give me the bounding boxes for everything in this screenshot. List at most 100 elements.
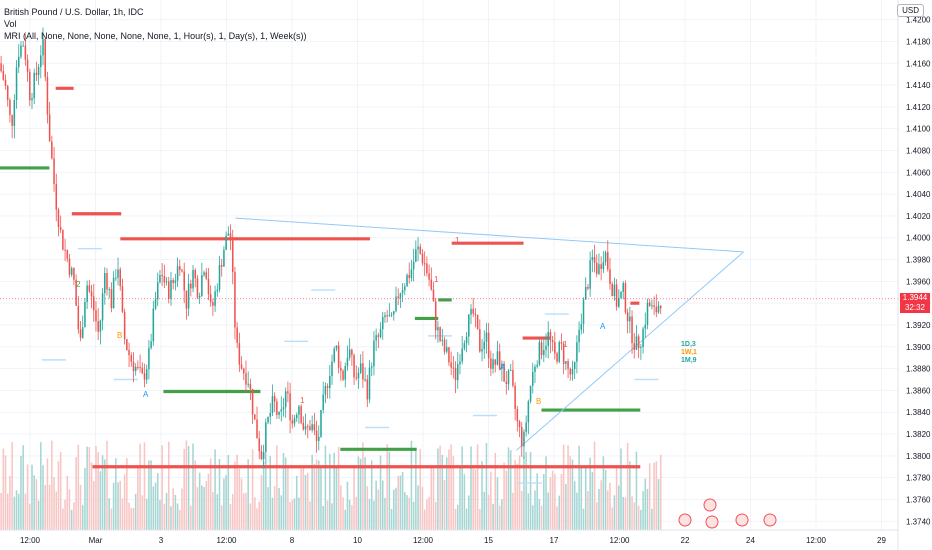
volume-bar: [580, 465, 583, 530]
candle-body: [81, 327, 84, 338]
volume-bar: [421, 486, 424, 530]
candle-body: [57, 209, 60, 228]
candle-body: [212, 302, 214, 306]
time-tick-label: 17: [550, 536, 559, 545]
volume-bar: [362, 442, 364, 530]
volume-bar: [251, 449, 254, 530]
volume-bar: [620, 448, 622, 530]
candle-body: [415, 249, 417, 262]
volume-bar: [62, 508, 64, 530]
indicator-label[interactable]: MRI (All, None, None, None, None, None, …: [4, 31, 307, 41]
candle-body: [450, 362, 452, 368]
candle-body: [399, 293, 402, 298]
pattern-label: 1: [434, 275, 439, 284]
time-axis[interactable]: 12:00 Mar 3 12:00 8 10 12:00 15 17 12:00 22 24 12:00…: [20, 536, 887, 545]
candle-body: [560, 342, 563, 344]
candle-body: [459, 361, 461, 365]
price-tick-label: 1.3860: [906, 386, 931, 395]
candle-body: [77, 305, 80, 330]
candlesticks: [0, 27, 662, 469]
candle-body: [543, 349, 545, 356]
volume-bar: [84, 467, 86, 530]
currency-button[interactable]: USD: [897, 4, 924, 17]
volume-bar: [516, 463, 519, 530]
price-tick-label: 1.3760: [906, 495, 931, 504]
candle-body: [613, 284, 616, 296]
symbol-title[interactable]: British Pound / U.S. Dollar, 1h, IDC: [4, 7, 144, 17]
volume-bar: [59, 451, 62, 530]
candle-body: [576, 342, 578, 362]
volume-bar: [529, 452, 532, 530]
volume-bar: [450, 444, 452, 530]
volume-label[interactable]: Vol: [4, 19, 17, 29]
volume-bar: [439, 445, 441, 530]
candle-body: [238, 343, 241, 365]
candle-body: [342, 370, 344, 380]
support-resistance-levels: [0, 86, 659, 484]
candle-body: [209, 294, 212, 303]
candle-body: [531, 371, 534, 386]
candle-body: [183, 271, 185, 291]
time-tick-label: 29: [877, 536, 886, 545]
time-tick-label: 24: [746, 536, 755, 545]
candle-body: [48, 114, 51, 142]
volume-bar: [615, 465, 618, 530]
triangle-trendlines[interactable]: [235, 217, 744, 451]
candle-body: [655, 306, 658, 313]
price-axis[interactable]: 1.4200 1.4180 1.4160 1.4140 1.4120 1.4100 1.40…: [906, 16, 931, 527]
volume-bar: [426, 499, 428, 530]
candle-body: [84, 301, 86, 328]
volume-bar: [351, 505, 353, 530]
pattern-label: 1: [563, 340, 568, 349]
candle-body: [434, 301, 437, 331]
candle-body: [269, 412, 272, 417]
candle-body: [476, 314, 479, 330]
volume-bar: [276, 445, 278, 530]
candle-body: [6, 85, 9, 101]
volume-bar: [229, 504, 232, 530]
candle-body: [262, 451, 265, 460]
candle-body: [600, 264, 602, 269]
volume-bar: [320, 465, 322, 530]
volume-bar: [430, 466, 433, 530]
bar-countdown: 32:32: [904, 302, 926, 312]
volume-bar: [234, 461, 236, 530]
candle-body: [287, 391, 289, 394]
time-tick-label: 12:00: [20, 536, 41, 545]
volume-bar: [587, 491, 589, 530]
volume-bar: [198, 472, 201, 530]
volume-bar: [496, 477, 499, 530]
volume-bar: [216, 494, 219, 530]
volume-bar: [254, 497, 256, 530]
event-badges[interactable]: [678, 498, 777, 529]
candle-body: [9, 100, 11, 116]
candle-body: [377, 335, 380, 338]
candle-body: [598, 264, 600, 274]
volume-bar: [646, 488, 649, 530]
volume-bar: [333, 452, 335, 530]
volume-bar: [311, 454, 313, 530]
candle-body: [534, 366, 536, 372]
volume-bar: [236, 454, 238, 530]
candle-body: [218, 264, 221, 290]
volume-bar: [117, 482, 119, 530]
volume-bar: [88, 447, 91, 530]
candle-body: [293, 418, 296, 424]
candle-body: [373, 340, 375, 367]
volume-bar: [514, 460, 516, 530]
candle-body: [494, 359, 497, 365]
price-tick-label: 1.4000: [906, 234, 931, 243]
candle-body: [551, 340, 554, 343]
volume-bar: [2, 448, 5, 530]
candle-body: [622, 283, 624, 292]
candle-body: [518, 421, 521, 428]
volume-bar: [282, 452, 285, 530]
volume-bar: [119, 480, 122, 530]
volume-bar: [370, 460, 373, 530]
candle-body: [108, 289, 110, 291]
volume-bar: [659, 454, 662, 530]
candle-body: [410, 269, 413, 278]
candle-body: [468, 314, 470, 337]
candle-body: [379, 329, 382, 338]
